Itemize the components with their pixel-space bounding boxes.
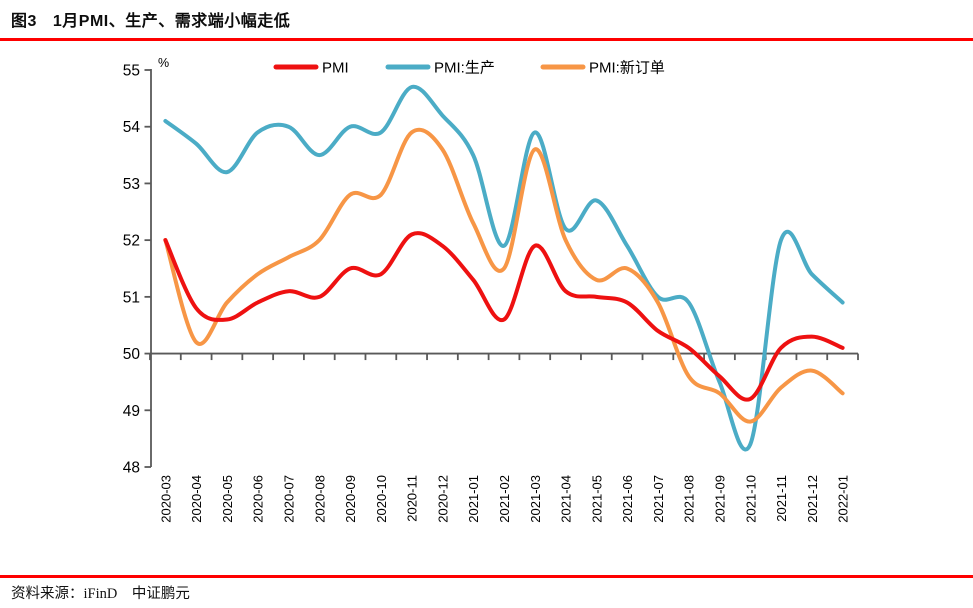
legend-label: PMI:生产	[434, 60, 495, 77]
x-tick-label: 2021-11	[774, 475, 789, 522]
series-line-pmi-production	[163, 84, 845, 452]
x-tick-label: 2021-03	[528, 475, 543, 523]
x-tick-label: 2021-07	[651, 475, 666, 523]
figure-number-label: 图3	[11, 13, 37, 30]
y-tick-label: 52	[123, 233, 140, 250]
legend-item-pmi-production: PMI:生产	[385, 60, 495, 77]
x-tick-label: 2020-11	[405, 475, 420, 522]
x-tick-label: 2020-05	[220, 475, 235, 523]
x-tick-label: 2020-10	[374, 475, 389, 523]
x-tick-label: 2020-12	[435, 475, 450, 523]
x-tick-label: 2020-04	[189, 475, 204, 523]
legend-label: PMI:新订单	[589, 60, 665, 77]
x-tick-label: 2022-01	[836, 475, 851, 523]
y-tick-label: 54	[123, 119, 141, 136]
source-note: 资料来源：iFinD 中证鹏元	[11, 586, 190, 602]
y-tick-label: 55	[123, 63, 140, 80]
y-tick-label: 50	[123, 346, 141, 363]
figure-title: 图3 1月PMI、生产、需求端小幅走低	[11, 7, 290, 31]
title-divider-rule	[0, 38, 973, 41]
y-tick-label: 49	[123, 403, 140, 420]
footer-divider-rule	[0, 575, 973, 578]
series-line-pmi	[163, 231, 845, 402]
x-tick-label: 2021-10	[743, 475, 758, 523]
legend-item-pmi-new-orders: PMI:新订单	[540, 60, 665, 77]
x-tick-label: 2021-01	[466, 475, 481, 523]
x-tick-label: 2020-08	[312, 475, 327, 523]
legend-item-pmi: PMI	[273, 60, 349, 77]
x-tick-label: 2021-05	[589, 475, 604, 523]
x-tick-label: 2020-06	[251, 475, 266, 523]
legend-label: PMI	[322, 60, 349, 77]
y-axis-unit-label: %	[158, 56, 169, 70]
y-tick-label: 51	[123, 289, 140, 306]
x-tick-label: 2021-06	[620, 475, 635, 523]
x-tick-label: 2021-12	[805, 475, 820, 523]
figure-title-text: 1月PMI、生产、需求端小幅走低	[52, 13, 291, 30]
x-tick-label: 2021-02	[497, 475, 512, 523]
x-tick-label: 2020-09	[343, 475, 358, 523]
y-tick-label: 48	[123, 460, 140, 477]
x-tick-label: 2020-03	[158, 475, 173, 523]
x-tick-label: 2021-09	[712, 475, 727, 523]
x-tick-label: 2021-08	[682, 475, 697, 523]
y-tick-label: 53	[123, 176, 140, 193]
x-tick-label: 2021-04	[559, 475, 574, 523]
x-tick-label: 2020-07	[282, 475, 297, 523]
series-line-pmi-new-orders	[163, 127, 845, 424]
